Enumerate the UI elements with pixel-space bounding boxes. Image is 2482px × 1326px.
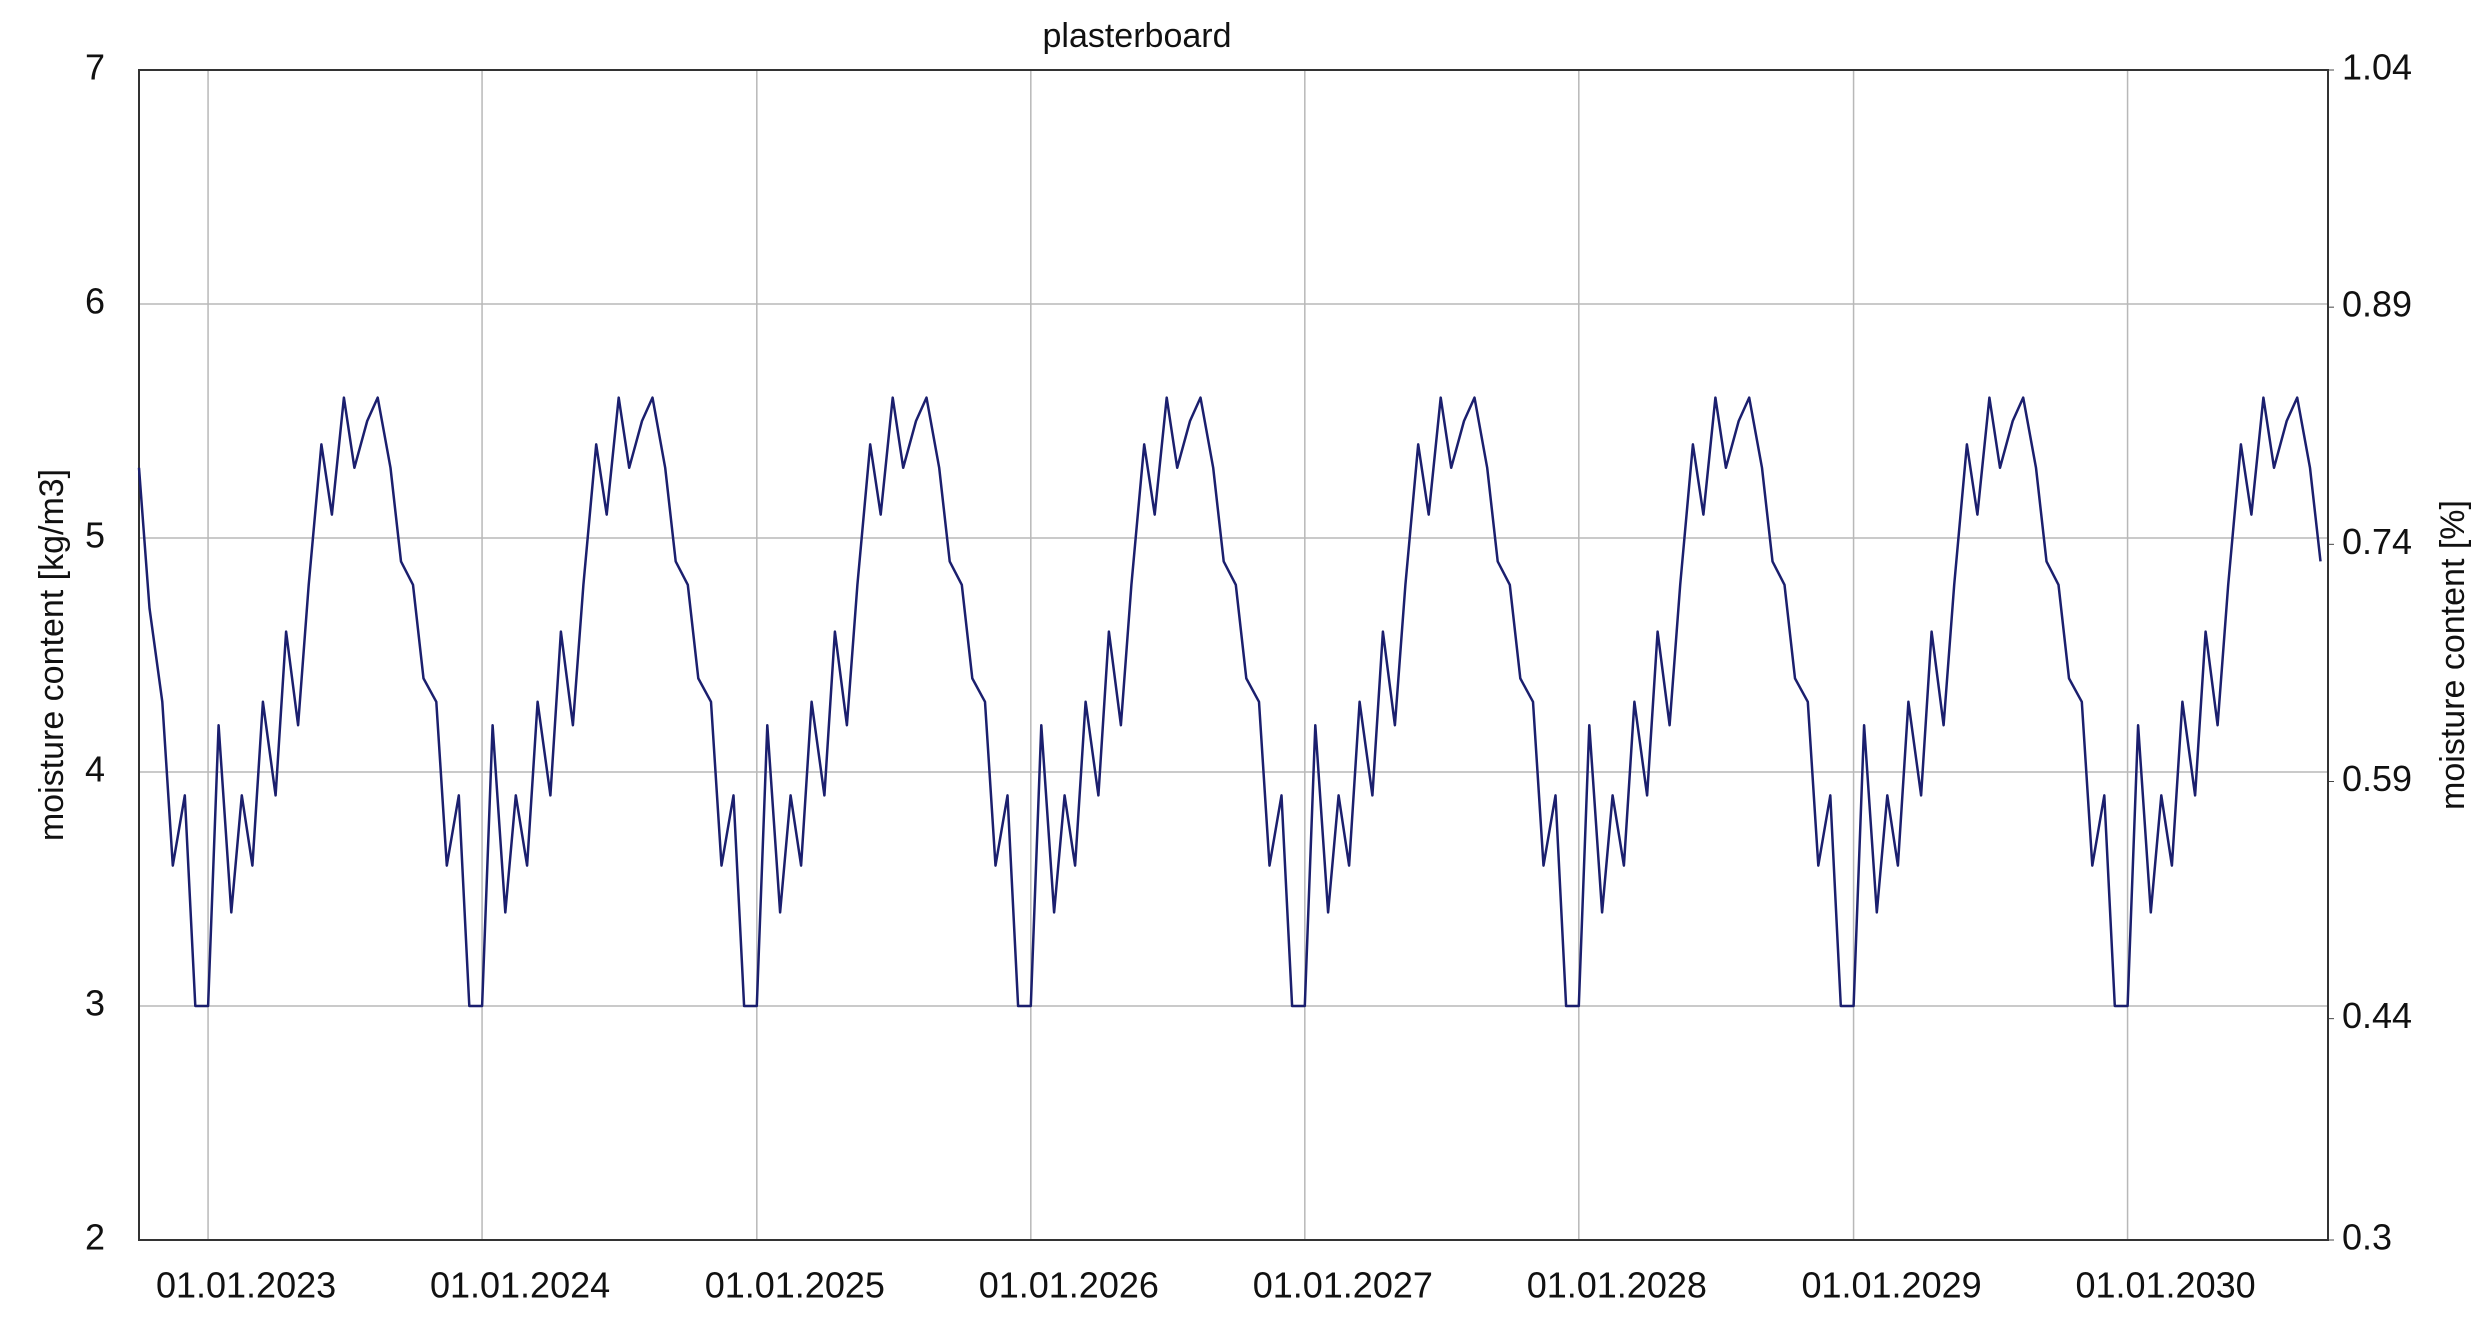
y2-tick-label: 0.59: [2342, 758, 2412, 799]
y-tick-label: 3: [85, 983, 105, 1024]
plot-frame: [138, 69, 2329, 1241]
y-tick-label: 4: [85, 749, 105, 790]
y-tick-label: 2: [85, 1217, 105, 1258]
y2-tick-label: 0.74: [2342, 521, 2412, 562]
data-line: [137, 396, 2322, 1008]
y-tick-label: 6: [85, 281, 105, 322]
x-tick-label: 01.01.2026: [979, 1265, 1159, 1306]
x-tick-label: 01.01.2025: [705, 1265, 885, 1306]
y2-axis-title: moisture content [%]: [2434, 500, 2472, 810]
x-tick-label: 01.01.2027: [1253, 1265, 1433, 1306]
y2-tick-label: 1.04: [2342, 47, 2412, 88]
x-tick-label: 01.01.2029: [1801, 1265, 1981, 1306]
x-tick-label: 01.01.2030: [2075, 1265, 2255, 1306]
x-tick-label: 01.01.2024: [430, 1265, 610, 1306]
y2-tick-label: 0.3: [2342, 1217, 2392, 1258]
y-tick-label: 5: [85, 515, 105, 556]
x-tick-label: 01.01.2023: [156, 1265, 336, 1306]
chart-title: plasterboard: [1042, 17, 1231, 55]
y2-tick-label: 0.44: [2342, 995, 2412, 1036]
x-tick-label: 01.01.2028: [1527, 1265, 1707, 1306]
y2-tick-label: 0.89: [2342, 284, 2412, 325]
y-axis-title: moisture content [kg/m3]: [33, 469, 71, 841]
y-tick-label: 7: [85, 47, 105, 88]
